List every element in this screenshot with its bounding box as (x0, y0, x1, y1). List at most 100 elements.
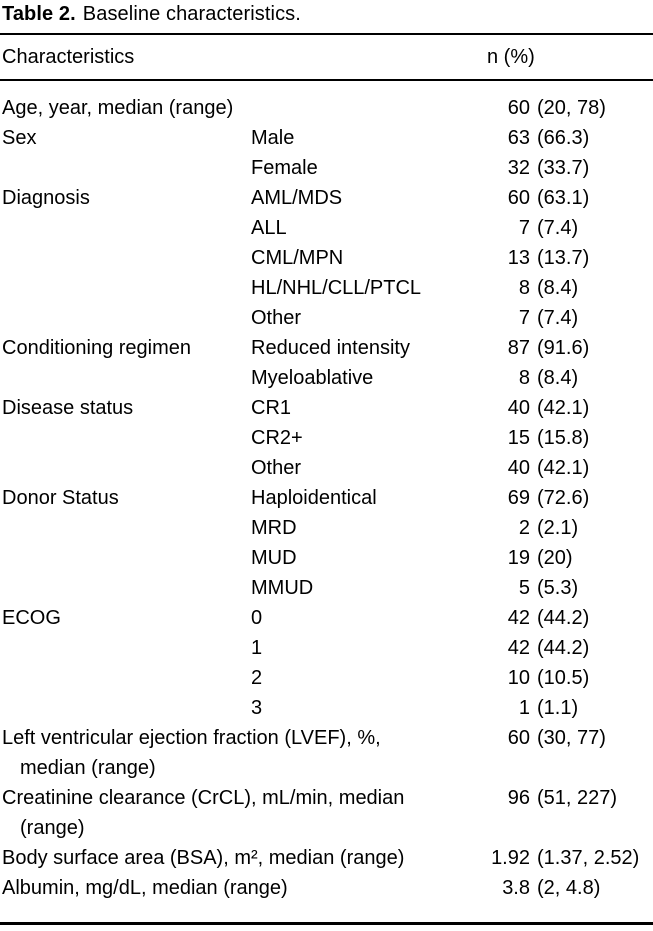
table-caption: Baseline characteristics. (82, 3, 301, 25)
value-count: 32 (507, 157, 530, 179)
table-row: 2 10 (10.5) (0, 663, 653, 693)
top-rule (0, 33, 653, 35)
row-value: 42 (44.2) (485, 603, 653, 633)
table-row: Donor Status Haploidentical 69 (72.6) (0, 483, 653, 513)
row-value: 19 (20) (485, 543, 653, 573)
value-count: 8 (518, 367, 530, 389)
row-sublabel: ALL (251, 217, 287, 239)
row-sublabel: 1 (251, 637, 263, 659)
table-row: Other 40 (42.1) (0, 453, 653, 483)
table-number-label: Table 2. (2, 3, 76, 25)
value-count: 13 (507, 247, 530, 269)
value-percent: (42.1) (537, 457, 590, 479)
table-row: Disease status CR1 40 (42.1) (0, 393, 653, 423)
value-percent: (72.6) (537, 487, 590, 509)
row-value: 87 (91.6) (485, 333, 653, 363)
row-value: 42 (44.2) (485, 633, 653, 663)
row-sublabel: Other (251, 307, 302, 329)
value-percent: (42.1) (537, 397, 590, 419)
row-value: 7 (7.4) (485, 213, 653, 243)
row-value: 7 (7.4) (485, 303, 653, 333)
row-sublabel: 2 (251, 667, 263, 689)
row-label: Diagnosis (2, 187, 90, 209)
table-row: 3 1 (1.1) (0, 693, 653, 723)
row-sublabel: 0 (251, 607, 263, 629)
header-n-percent: n (%) (487, 45, 535, 68)
row-sublabel: CML/MPN (251, 247, 344, 269)
table-row: MRD 2 (2.1) (0, 513, 653, 543)
table-row: CR2+ 15 (15.8) (0, 423, 653, 453)
row-sublabel: Myeloablative (251, 367, 374, 389)
row-value: 60 (30, 77) (485, 723, 653, 753)
value-percent: (5.3) (537, 577, 579, 599)
value-percent: (44.2) (537, 637, 590, 659)
row-label: Sex (2, 127, 37, 149)
value-count: 69 (507, 487, 530, 509)
row-value: 69 (72.6) (485, 483, 653, 513)
row-value: 10 (10.5) (485, 663, 653, 693)
header-characteristics: Characteristics (2, 45, 135, 68)
row-value: 5 (5.3) (485, 573, 653, 603)
table-header-row: Characteristics n (%) (0, 35, 653, 79)
value-count: 1 (518, 697, 530, 719)
table-row: CML/MPN 13 (13.7) (0, 243, 653, 273)
table-row: Myeloablative 8 (8.4) (0, 363, 653, 393)
row-value: 40 (42.1) (485, 393, 653, 423)
row-sublabel: MMUD (251, 577, 314, 599)
value-percent: (63.1) (537, 187, 590, 209)
header-rule (0, 79, 653, 81)
value-percent: (10.5) (537, 667, 590, 689)
table-row: Other 7 (7.4) (0, 303, 653, 333)
row-label: Body surface area (BSA), m², median (ran… (2, 847, 405, 869)
value-percent: (7.4) (537, 307, 579, 329)
value-percent: (33.7) (537, 157, 590, 179)
value-count: 42 (507, 607, 530, 629)
value-count: 1.92 (491, 847, 530, 869)
value-percent: (2, 4.8) (537, 877, 601, 899)
row-sublabel: MUD (251, 547, 297, 569)
row-label: Donor Status (2, 487, 119, 509)
value-percent: (7.4) (537, 217, 579, 239)
value-count: 10 (507, 667, 530, 689)
value-percent: (51, 227) (537, 787, 618, 809)
row-sublabel: AML/MDS (251, 187, 343, 209)
row-label: Disease status (2, 397, 134, 419)
value-count: 8 (518, 277, 530, 299)
row-label: Creatinine clearance (CrCL), mL/min, med… (2, 787, 405, 839)
value-count: 7 (518, 307, 530, 329)
row-sublabel: MRD (251, 517, 297, 539)
row-value: 60 (20, 78) (485, 93, 653, 123)
table-row: Body surface area (BSA), m², median (ran… (0, 843, 653, 873)
value-count: 60 (507, 97, 530, 119)
table-row: ECOG 0 42 (44.2) (0, 603, 653, 633)
row-value: 8 (8.4) (485, 273, 653, 303)
value-count: 15 (507, 427, 530, 449)
value-count: 2 (518, 517, 530, 539)
row-value: 13 (13.7) (485, 243, 653, 273)
row-sublabel: Reduced intensity (251, 337, 410, 359)
row-value: 1 (1.1) (485, 693, 653, 723)
value-percent: (8.4) (537, 367, 579, 389)
value-count: 7 (518, 217, 530, 239)
row-label: Albumin, mg/dL, median (range) (2, 877, 288, 899)
row-label: Conditioning regimen (2, 337, 192, 359)
value-percent: (2.1) (537, 517, 579, 539)
table-row: Albumin, mg/dL, median (range) 3.8 (2, 4.8… (0, 873, 653, 903)
row-sublabel: CR1 (251, 397, 292, 419)
row-sublabel: Female (251, 157, 318, 179)
table-body: Age, year, median (range) 60 (20, 78) Sex Ma… (0, 81, 653, 903)
table-title: Table 2. Baseline characteristics. (2, 3, 653, 25)
row-value: 32 (33.7) (485, 153, 653, 183)
row-sublabel: Haploidentical (251, 487, 377, 509)
table-row: Creatinine clearance (CrCL), mL/min, med… (0, 783, 653, 843)
row-value: 8 (8.4) (485, 363, 653, 393)
row-value: 60 (63.1) (485, 183, 653, 213)
value-count: 40 (507, 457, 530, 479)
value-count: 60 (507, 187, 530, 209)
table-row: Female 32 (33.7) (0, 153, 653, 183)
value-count: 40 (507, 397, 530, 419)
row-value: 96 (51, 227) (485, 783, 653, 813)
row-value: 2 (2.1) (485, 513, 653, 543)
table-row: 1 42 (44.2) (0, 633, 653, 663)
